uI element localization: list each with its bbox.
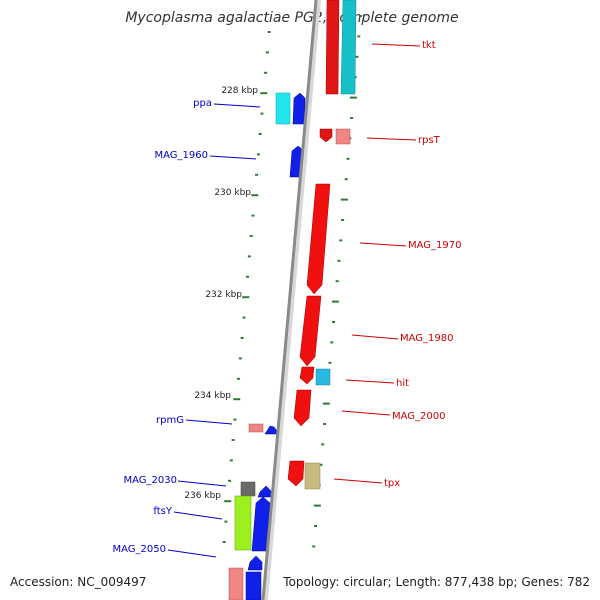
gene-hit-cog-box[interactable] [315,368,331,386]
label-MAG_2000[interactable]: MAG_2000 [392,411,446,422]
gene-ppa-arrow[interactable] [292,92,306,125]
footer-accession: Accession: NC_009497 [10,575,146,589]
scale-label-236: 236 kbp [184,491,221,501]
scale-label-234: 234 kbp [194,391,231,401]
gene-tkt-cog-box[interactable] [340,0,357,95]
gene-MAG_2030-cog-box[interactable] [240,481,256,497]
gene-MAG_2000-arrow[interactable] [293,389,312,427]
label-tpx[interactable]: tpx [384,478,400,489]
gene-MAG_1970-arrow[interactable] [306,183,331,295]
scale-label-230: 230 kbp [214,188,251,198]
gene-rpsT-arrow[interactable] [319,128,333,143]
scale-label-228: 228 kbp [221,86,258,96]
gene-features [228,0,357,600]
label-rpsT[interactable]: rpsT [418,135,441,146]
gene-tpx-arrow[interactable] [287,460,305,487]
gene-ftsY-arrow[interactable] [251,496,271,552]
scale-ticks [222,15,363,548]
label-ppa[interactable]: ppa [193,98,212,109]
gene-next-arrow[interactable] [245,571,262,600]
backbone [261,0,318,600]
backbone-shadow [262,0,321,600]
gene-rpmG-arrow[interactable] [264,425,280,435]
gene-tpx-cog-box[interactable] [304,462,321,490]
label-MAG_2030[interactable]: MAG_2030 [124,475,178,486]
footer-summary: Topology: circular; Length: 877,438 bp; … [282,575,590,589]
scale-labels: 228 kbp 230 kbp 232 kbp 234 kbp 236 kbp [184,86,258,501]
gene-labels: ppa MAG_1960 rpmG MAG_2030 ftsY MAG_2050… [113,40,462,558]
label-tkt[interactable]: tkt [422,40,436,51]
label-MAG_1960[interactable]: MAG_1960 [155,150,209,161]
gene-rpsT-cog-box[interactable] [335,128,351,145]
gene-MAG_2050-cog-box[interactable] [228,567,244,600]
label-MAG_2050[interactable]: MAG_2050 [113,544,167,555]
gene-rpmG-cog-box[interactable] [248,423,264,433]
label-ftsY[interactable]: ftsY [153,506,172,517]
map-title: Mycoplasma agalactiae PG2, complete geno… [125,10,458,26]
gene-tkt-arrow[interactable] [325,0,340,95]
label-rpmG[interactable]: rpmG [156,415,184,426]
gene-ftsY-cog-box[interactable] [234,495,252,551]
scale-label-232: 232 kbp [205,290,242,300]
gene-MAG_2050-arrow[interactable] [247,555,263,571]
gene-MAG_2030-arrow[interactable] [257,485,273,498]
gene-hit-arrow[interactable] [299,366,315,385]
label-MAG_1970[interactable]: MAG_1970 [408,240,462,251]
label-hit[interactable]: hit [396,378,409,389]
gene-MAG_1980-arrow[interactable] [299,295,322,367]
label-MAG_1980[interactable]: MAG_1980 [400,333,454,344]
gene-ppa-cog-box[interactable] [275,92,291,125]
